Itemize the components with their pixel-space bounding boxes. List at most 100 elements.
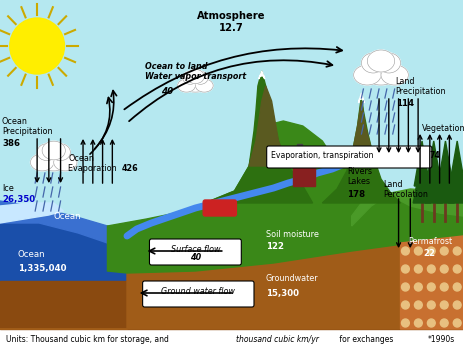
Circle shape [401,319,410,327]
Polygon shape [449,141,465,186]
Text: Surface flow: Surface flow [171,245,220,253]
Text: Rivers: Rivers [347,167,372,176]
Circle shape [453,247,461,255]
Polygon shape [358,93,365,103]
FancyBboxPatch shape [203,200,237,216]
FancyBboxPatch shape [143,281,254,307]
Polygon shape [437,156,454,203]
Ellipse shape [182,71,198,84]
Polygon shape [414,141,430,186]
Circle shape [440,247,448,255]
FancyBboxPatch shape [149,239,241,265]
Circle shape [414,319,422,327]
Text: 386: 386 [2,139,20,148]
Polygon shape [425,156,443,203]
Polygon shape [352,101,373,166]
Ellipse shape [30,154,54,171]
Text: Groundwater: Groundwater [266,274,319,283]
Polygon shape [0,216,127,329]
Ellipse shape [359,57,402,85]
Text: 26,350: 26,350 [2,195,35,204]
Polygon shape [426,141,442,186]
Ellipse shape [186,69,204,84]
Text: Units: Thousand cubic km for storage, and: Units: Thousand cubic km for storage, an… [6,336,171,344]
Polygon shape [352,189,463,226]
Text: Ocean: Ocean [2,117,28,126]
Polygon shape [413,156,431,203]
Ellipse shape [367,50,395,72]
Circle shape [401,283,410,291]
Circle shape [428,283,435,291]
Polygon shape [0,201,132,251]
Polygon shape [322,96,401,203]
Text: Land: Land [396,77,415,86]
Text: 74: 74 [430,151,441,159]
Circle shape [440,301,448,309]
Text: 40: 40 [161,87,173,96]
Text: 22: 22 [424,249,436,258]
Polygon shape [205,71,313,203]
Circle shape [10,18,64,74]
Text: 178: 178 [347,190,365,199]
Ellipse shape [381,65,408,85]
Ellipse shape [354,65,381,85]
Bar [293,158,315,186]
Bar [0,329,463,351]
Circle shape [414,283,422,291]
Text: Vegetation: Vegetation [422,124,465,133]
Text: 12.7: 12.7 [219,23,244,33]
Polygon shape [438,141,453,186]
Text: 15,300: 15,300 [266,289,299,298]
Text: thousand cubic km/yr: thousand cubic km/yr [237,336,319,344]
Circle shape [440,265,448,273]
Text: Ground water flow: Ground water flow [161,287,235,297]
Circle shape [440,283,448,291]
Text: 122: 122 [266,242,284,251]
Ellipse shape [50,144,70,161]
Text: Evaporation, transpiration: Evaporation, transpiration [271,151,375,159]
Text: Percolation: Percolation [383,190,428,199]
Text: Ocean: Ocean [54,212,82,221]
Polygon shape [448,156,466,203]
Text: Evaporation: Evaporation [68,164,119,173]
Polygon shape [259,71,265,79]
Text: Land: Land [383,180,402,189]
Polygon shape [0,203,64,223]
Text: Water vapor transport: Water vapor transport [145,72,246,81]
Bar [297,144,302,158]
Text: Soil moisture: Soil moisture [266,230,319,239]
Text: Ocean to land: Ocean to land [145,62,207,71]
Text: Precipitation: Precipitation [396,87,446,96]
Polygon shape [401,236,463,329]
Ellipse shape [193,71,208,84]
Circle shape [401,301,410,309]
Circle shape [453,283,461,291]
Circle shape [428,301,435,309]
Text: Lakes: Lakes [347,177,370,186]
Text: 114: 114 [396,99,414,108]
Ellipse shape [362,53,385,73]
FancyBboxPatch shape [267,146,432,168]
Ellipse shape [37,144,57,161]
Circle shape [440,319,448,327]
Circle shape [453,265,461,273]
Ellipse shape [36,147,72,171]
Ellipse shape [195,79,213,92]
Circle shape [401,265,410,273]
Circle shape [428,247,435,255]
Text: 426: 426 [122,164,139,173]
Circle shape [414,265,422,273]
Ellipse shape [377,53,401,73]
Text: Ice: Ice [2,184,14,193]
Text: Ocean: Ocean [68,154,94,163]
Polygon shape [0,281,463,329]
Text: Atmosphere: Atmosphere [197,11,266,21]
Text: 1,335,040: 1,335,040 [18,264,66,273]
Text: for exchanges: for exchanges [337,336,393,344]
Ellipse shape [182,74,210,92]
Ellipse shape [178,79,195,92]
Ellipse shape [54,154,77,171]
Text: Ocean: Ocean [18,250,45,259]
Circle shape [453,319,461,327]
Circle shape [428,265,435,273]
